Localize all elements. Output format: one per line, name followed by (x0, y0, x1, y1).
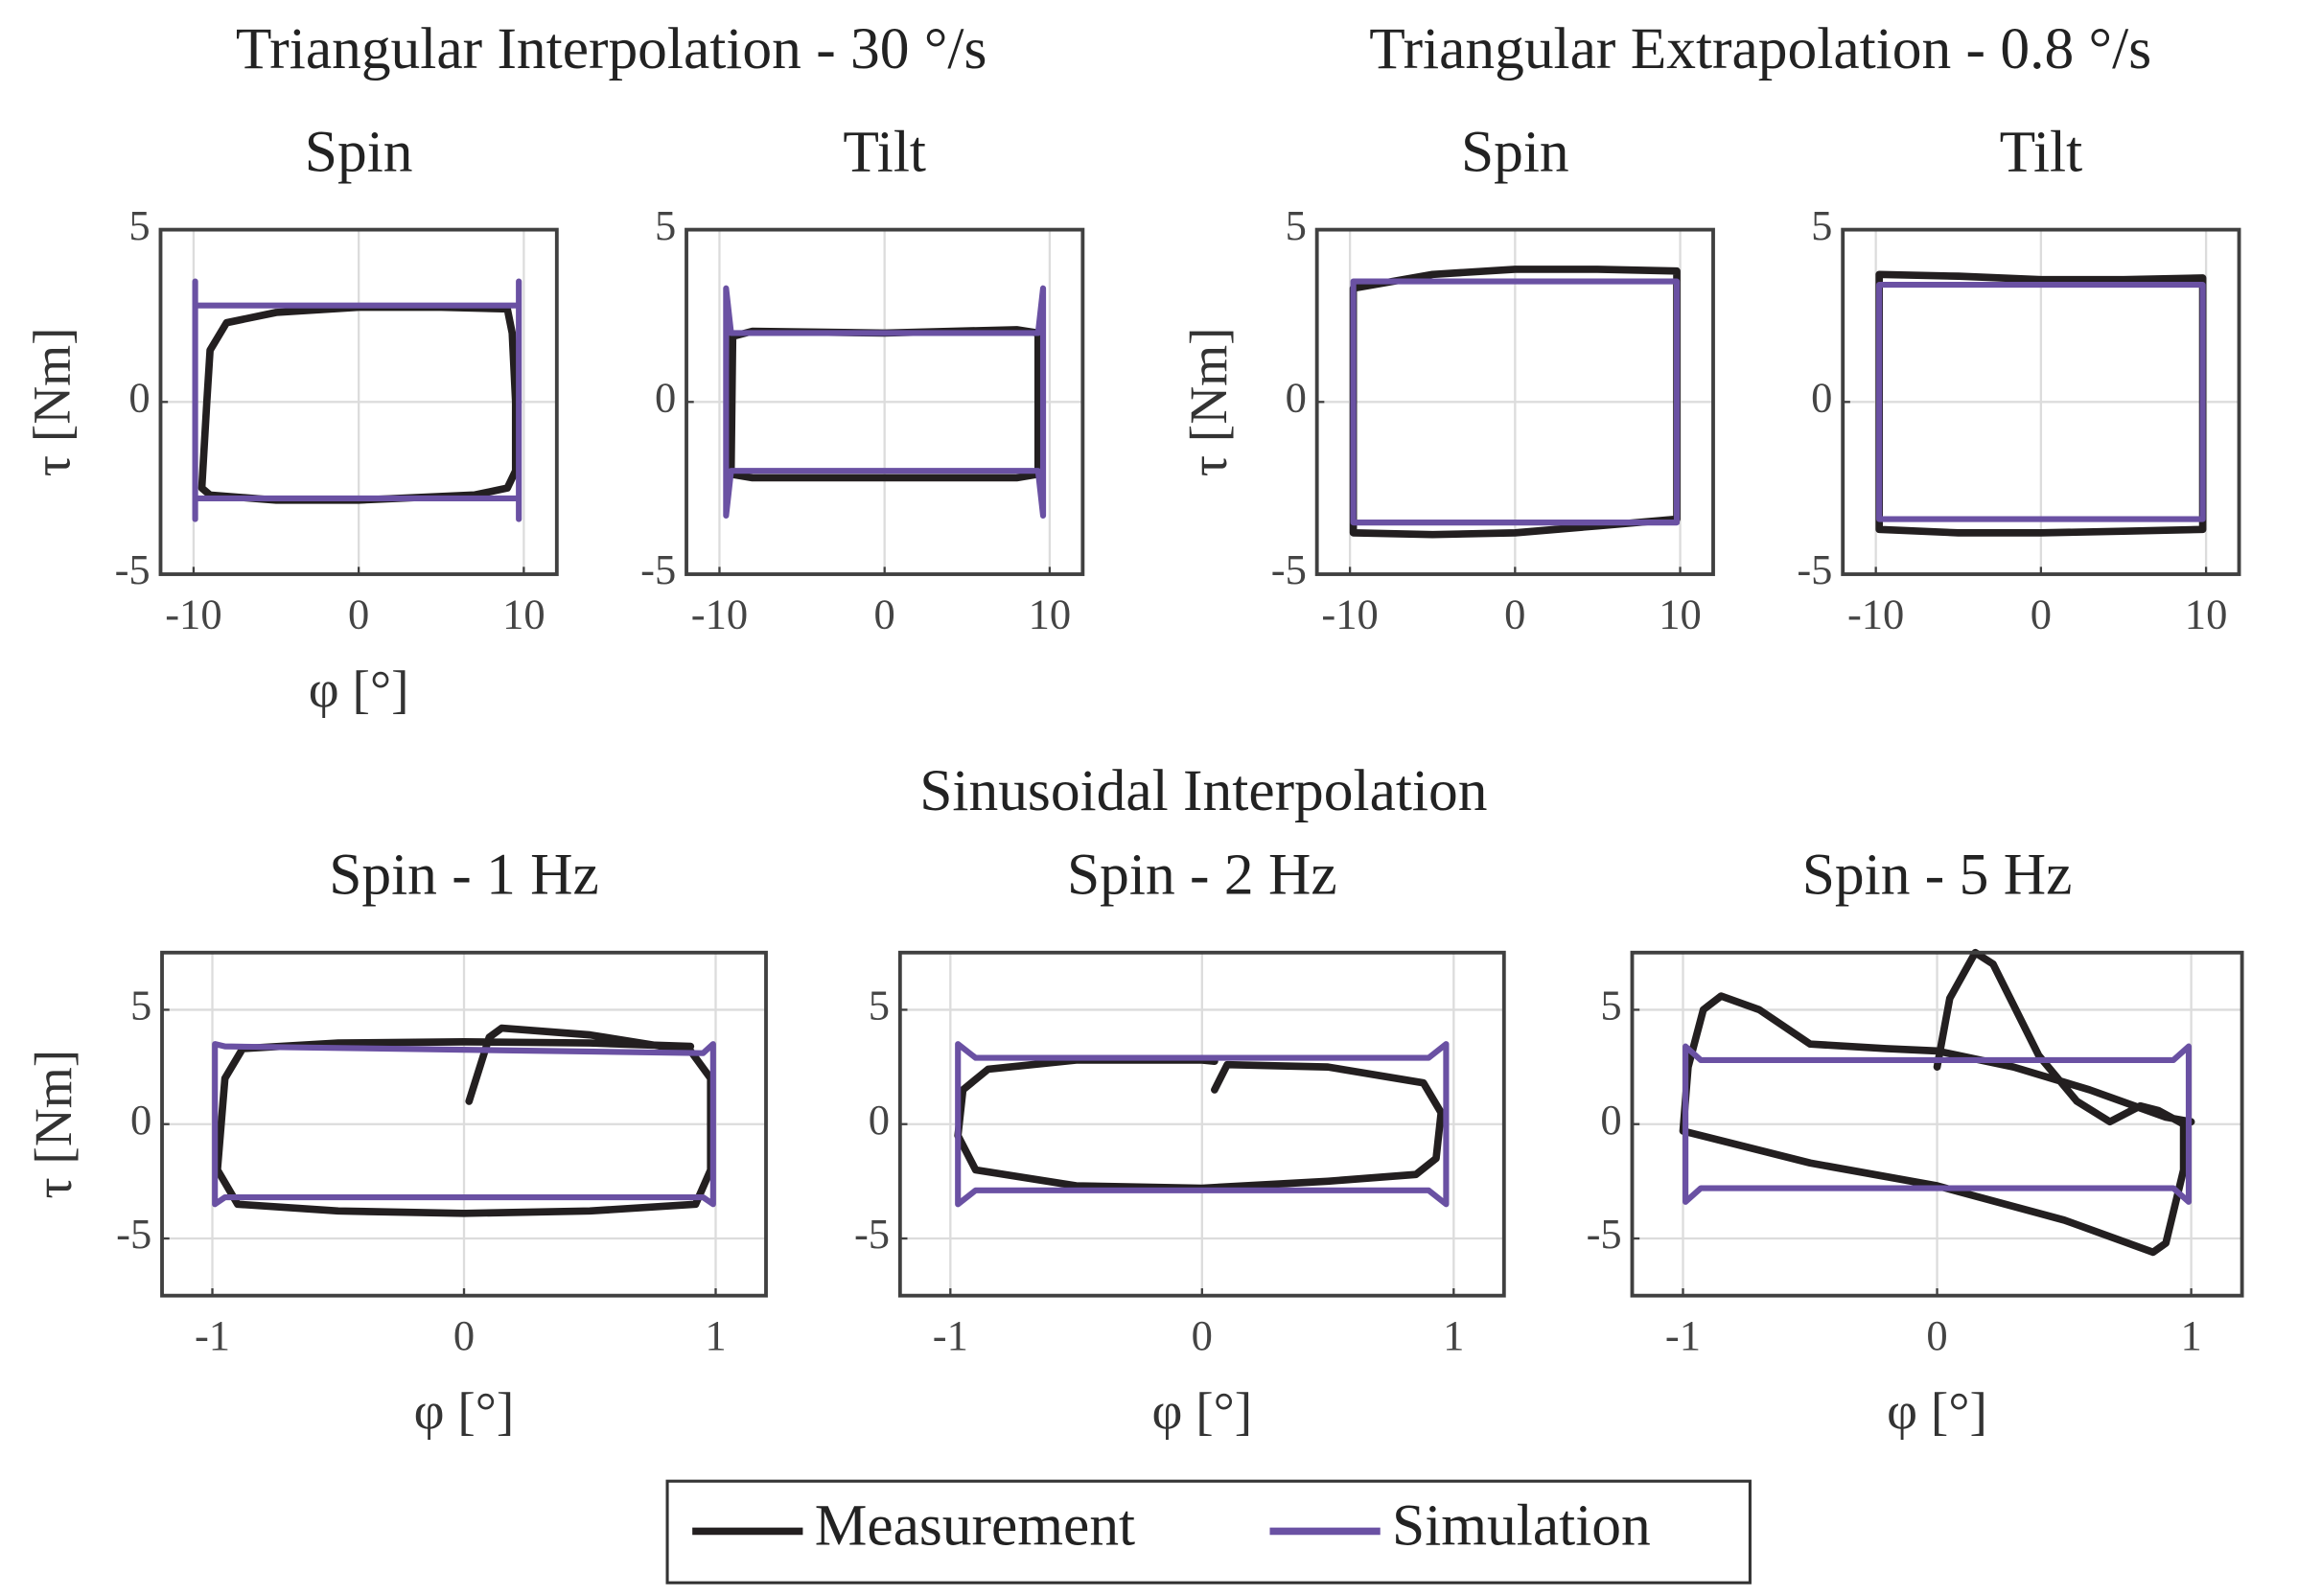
y-tick-label: 5 (128, 201, 150, 249)
x-tick-label: -10 (691, 590, 748, 637)
y-tick-label: 0 (655, 374, 676, 422)
y-tick-label: 0 (1286, 374, 1307, 422)
plot-frame (1314, 227, 1715, 576)
y-tick-label: 0 (128, 374, 150, 422)
x-tick-label: -1 (195, 1311, 230, 1359)
plot-frame (158, 227, 559, 576)
x-axis-label: φ [°] (309, 660, 409, 719)
x-tick-label: 0 (2031, 590, 2052, 637)
data-line (1683, 1043, 2193, 1205)
legend-label: Simulation (1392, 1493, 1651, 1559)
plot-title: Spin - 2 Hz (1067, 843, 1337, 908)
y-axis-label: τ [Nm] (23, 327, 81, 476)
x-tick-label: 0 (874, 590, 895, 637)
y-tick-label: 5 (655, 201, 676, 249)
y-tick-label: 0 (1600, 1096, 1621, 1144)
x-axis-label: φ [°] (414, 1381, 515, 1440)
x-tick-label: 10 (1659, 590, 1702, 637)
y-axis-label: τ [Nm] (1179, 327, 1238, 476)
x-tick-label: -10 (165, 590, 221, 637)
x-axis-label: φ [°] (1151, 1381, 1252, 1440)
y-tick-label: 0 (1811, 374, 1832, 422)
x-tick-label: -10 (1321, 590, 1378, 637)
data-line (1875, 270, 2207, 537)
y-tick-label: -5 (116, 1210, 151, 1258)
plot-title: Spin - 1 Hz (329, 843, 599, 908)
data-line (213, 1024, 715, 1217)
plot-title: Spin - 5 Hz (1802, 843, 2073, 908)
data-line (1350, 278, 1681, 526)
x-tick-label: 10 (1029, 590, 1072, 637)
y-tick-label: 5 (1600, 982, 1621, 1029)
x-tick-label: 0 (348, 590, 369, 637)
data-line (1679, 948, 2195, 1257)
plot-title: Spin (1461, 119, 1569, 184)
data-line (1876, 281, 2206, 522)
y-tick-label: -5 (854, 1210, 890, 1258)
plot-title: Tilt (843, 119, 926, 184)
group-title: Triangular Interpolation - 30 °/s (236, 16, 987, 81)
y-tick-label: 0 (869, 1096, 890, 1144)
x-tick-label: 10 (2185, 590, 2228, 637)
legend-box (665, 1479, 1752, 1584)
plot-frame (685, 227, 1085, 576)
y-tick-label: 5 (869, 982, 890, 1029)
data-line (212, 1041, 716, 1208)
plot-frame (897, 950, 1506, 1298)
y-tick-label: 5 (130, 982, 151, 1029)
data-line (192, 278, 522, 522)
x-tick-label: 0 (1192, 1311, 1213, 1359)
x-tick-label: 10 (502, 590, 545, 637)
plot-title: Spin (305, 119, 413, 184)
x-tick-label: -1 (1665, 1311, 1701, 1359)
y-tick-label: -5 (115, 545, 151, 593)
plot-frame (160, 950, 768, 1298)
y-tick-label: -5 (1797, 545, 1832, 593)
y-tick-label: 5 (1286, 201, 1307, 249)
plot-frame (1630, 950, 2244, 1298)
x-tick-label: 1 (2180, 1311, 2201, 1359)
y-axis-label: τ [Nm] (24, 1050, 82, 1199)
y-tick-label: 5 (1811, 201, 1832, 249)
x-tick-label: 1 (705, 1311, 726, 1359)
x-tick-label: 0 (1504, 590, 1525, 637)
y-tick-label: 0 (130, 1096, 151, 1144)
x-tick-label: 0 (453, 1311, 475, 1359)
x-tick-label: 0 (1926, 1311, 1947, 1359)
x-tick-label: -10 (1847, 590, 1904, 637)
x-tick-label: 1 (1443, 1311, 1464, 1359)
legend-label: Measurement (815, 1493, 1135, 1559)
data-line (955, 1041, 1450, 1208)
group-title: Sinusoidal Interpolation (919, 758, 1487, 823)
data-line (723, 285, 1047, 519)
plot-title: Tilt (2000, 119, 2083, 184)
x-axis-label: φ [°] (1887, 1381, 1987, 1440)
group-title: Triangular Extrapolation - 0.8 °/s (1369, 16, 2151, 81)
y-tick-label: -5 (1587, 1210, 1622, 1258)
x-tick-label: -1 (933, 1311, 968, 1359)
plot-frame (1841, 227, 2241, 576)
y-tick-label: -5 (1271, 545, 1307, 593)
y-tick-label: -5 (640, 545, 676, 593)
